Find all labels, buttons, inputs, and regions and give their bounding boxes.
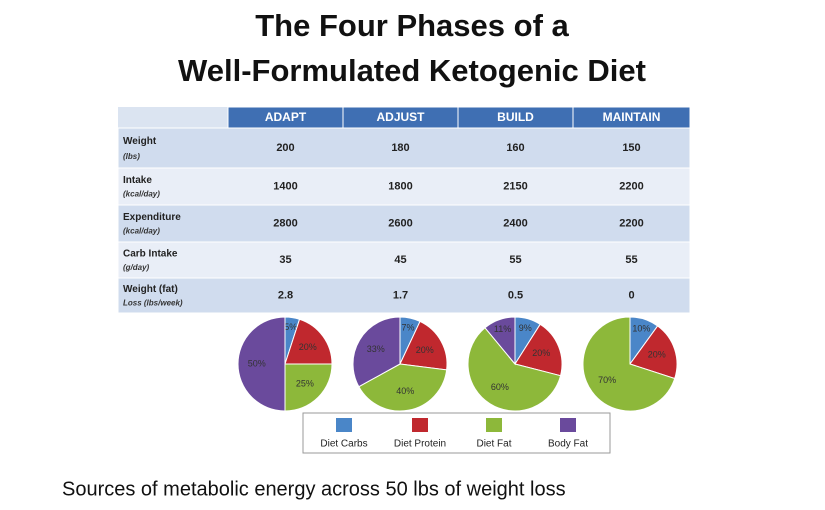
legend-swatch [486,418,502,432]
slice-label: 9% [519,323,532,333]
pie-slice [629,325,678,380]
row-label: Weight [123,136,157,147]
slice-label: 50% [248,358,266,368]
table-cell: 150 [622,142,640,154]
table-cell: 2400 [503,217,527,229]
row-unit: (g/day) [123,263,150,272]
slice-label: 10% [632,324,650,334]
pie-slice [237,316,286,412]
pie-slice [284,318,333,365]
pie-slice [514,323,563,377]
slice-label: 7% [401,323,414,333]
row-label: Intake [123,175,152,186]
legend-box [302,412,611,454]
table-header-blank [118,107,228,128]
slice-label: 5% [284,322,297,332]
legend-swatch [412,418,428,432]
slice-label: 20% [532,348,550,358]
legend-label: Diet Fat [476,439,511,450]
legend-label: Diet Carbs [320,439,367,450]
table-cell: 160 [506,142,524,154]
table-cell: 45 [394,254,406,266]
table-cell: 2200 [619,217,643,229]
table-cell: 2.8 [278,289,293,301]
pie-slice [484,316,516,366]
table-cell: 1400 [273,180,297,192]
row-unit: (lbs) [123,152,140,161]
row-label: Expenditure [123,212,181,223]
table-cell: 1800 [388,180,412,192]
row-label: Carb Intake [123,249,178,260]
table-cell: 0 [628,289,634,301]
row-label: Weight (fat) [123,284,178,295]
slice-label: 11% [494,324,511,334]
legend-swatch [560,418,576,432]
table-cell: 200 [276,142,294,154]
table-cell: 35 [279,254,291,266]
legend-label: Body Fat [548,439,588,450]
table-header: BUILD [497,110,534,124]
table-cell: 2200 [619,180,643,192]
slice-label: 20% [416,345,434,355]
table-cell: 55 [625,254,637,266]
slice-label: 20% [299,342,317,352]
slice-label: 40% [396,386,414,396]
table-cell: 2800 [273,217,297,229]
table-row [117,127,691,169]
title-line: The Four Phases of a [255,8,569,43]
slice-label: 60% [491,382,509,392]
table-cell: 1.7 [393,289,408,301]
slice-label: 20% [648,350,666,360]
table-cell: 55 [509,254,521,266]
legend-label: Diet Protein [394,439,446,450]
pie-slice [284,363,333,412]
table-header: MAINTAIN [603,110,661,124]
slice-label: 70% [598,375,616,385]
slice-label: 25% [296,378,314,388]
caption: Sources of metabolic energy across 50 lb… [62,478,566,500]
pie-slice [352,316,401,388]
table-row [117,167,691,206]
table-cell: 180 [391,142,409,154]
row-unit: Loss (lbs/week) [123,298,183,307]
table-cell: 2600 [388,217,412,229]
slice-label: 33% [367,344,385,354]
title-line: Well-Formulated Ketogenic Diet [178,53,646,88]
table-cell: 0.5 [508,289,523,301]
pie-slice [399,320,448,371]
pie-slice [358,363,448,412]
pie-slice [467,327,562,412]
table-row [117,277,691,314]
table-header: ADAPT [265,110,307,124]
legend-swatch [336,418,352,432]
table-cell: 2150 [503,180,527,192]
row-unit: (kcal/day) [123,190,160,199]
row-unit: (kcal/day) [123,227,160,236]
table-header: ADJUST [376,110,425,124]
table-row [117,204,691,243]
pie-slice [582,316,676,412]
